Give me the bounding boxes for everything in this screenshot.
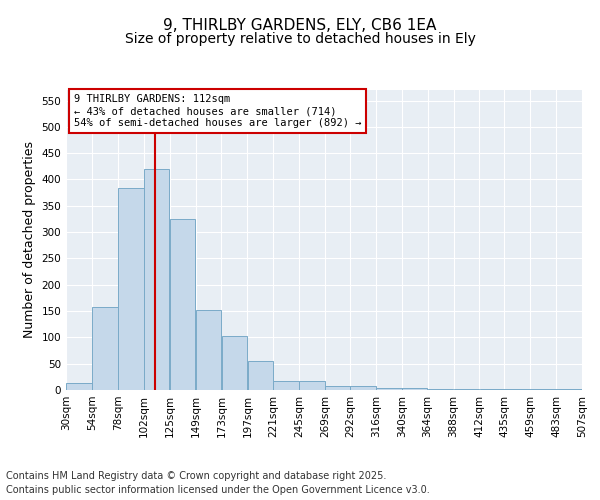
- Bar: [92, 307, 118, 390]
- Text: Contains public sector information licensed under the Open Government Licence v3: Contains public sector information licen…: [6, 485, 430, 495]
- Bar: [325, 386, 350, 390]
- Y-axis label: Number of detached properties: Number of detached properties: [23, 142, 36, 338]
- Bar: [221, 336, 247, 390]
- Bar: [248, 361, 273, 390]
- Bar: [428, 389, 454, 390]
- Bar: [402, 388, 427, 390]
- Bar: [350, 386, 376, 390]
- Text: Contains HM Land Registry data © Crown copyright and database right 2025.: Contains HM Land Registry data © Crown c…: [6, 471, 386, 481]
- Text: 9, THIRLBY GARDENS, ELY, CB6 1EA: 9, THIRLBY GARDENS, ELY, CB6 1EA: [163, 18, 437, 32]
- Bar: [118, 188, 143, 390]
- Text: 9 THIRLBY GARDENS: 112sqm
← 43% of detached houses are smaller (714)
54% of semi: 9 THIRLBY GARDENS: 112sqm ← 43% of detac…: [74, 94, 361, 128]
- Bar: [376, 388, 401, 390]
- Bar: [274, 380, 299, 390]
- Bar: [299, 380, 325, 390]
- Bar: [144, 169, 169, 390]
- Bar: [66, 383, 92, 390]
- Bar: [196, 310, 221, 390]
- Bar: [170, 219, 196, 390]
- Text: Size of property relative to detached houses in Ely: Size of property relative to detached ho…: [125, 32, 475, 46]
